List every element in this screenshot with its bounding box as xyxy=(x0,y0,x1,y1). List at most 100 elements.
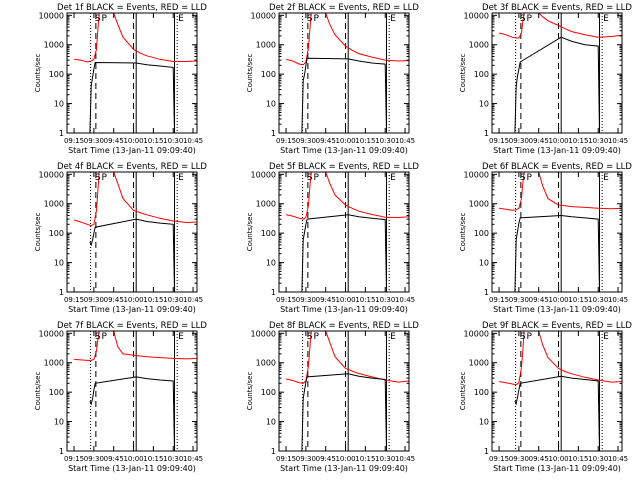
y-axis-label: Counts/sec xyxy=(246,372,254,411)
x-tick-label: 10:30 xyxy=(375,455,395,463)
x-tick-label: 10:45 xyxy=(395,455,415,463)
plot-frame xyxy=(66,171,198,293)
series-line-lld xyxy=(74,13,197,63)
x-tick-label: 10:15 xyxy=(143,137,163,145)
x-tick-label: 09:15 xyxy=(489,296,509,304)
x-tick-label: 09:30 xyxy=(509,296,529,304)
panel-title: Det 5f BLACK = Events, RED = LLD xyxy=(269,162,419,172)
x-tick-label: 09:15 xyxy=(276,137,296,145)
series-line-events xyxy=(514,36,600,133)
event-marker-label: E xyxy=(603,173,609,183)
x-axis-label: Start Time (13-Jan-11 09:09:40) xyxy=(280,464,408,473)
x-tick-label: 09:15 xyxy=(489,455,509,463)
x-axis-label: Start Time (13-Jan-11 09:09:40) xyxy=(280,146,408,155)
detector-panel: 1 10 100 1000 10000 09:15 09:30 09:45 10:00 10:15… xyxy=(459,321,632,473)
x-tick-label: 09:30 xyxy=(84,455,104,463)
x-tick-label: 10:00 xyxy=(123,296,143,304)
x-tick-label: 10:30 xyxy=(375,296,395,304)
event-marker-label: S xyxy=(95,332,101,342)
y-axis-label: Counts/sec xyxy=(34,372,42,411)
x-tick-label: 09:45 xyxy=(529,137,549,145)
x-tick-label: 09:45 xyxy=(316,137,336,145)
x-tick-label: 10:30 xyxy=(163,455,183,463)
event-marker-label: S xyxy=(95,14,101,24)
y-tick-label: 100 xyxy=(261,229,276,238)
x-tick-label: 09:30 xyxy=(84,137,104,145)
panel-title: Det 1f BLACK = Events, RED = LLD xyxy=(57,3,207,13)
event-marker-label: E xyxy=(390,173,396,183)
event-marker-label: P xyxy=(526,332,532,342)
event-marker-label: S xyxy=(307,332,313,342)
x-tick-label: 10:45 xyxy=(395,137,415,145)
x-axis-label: Start Time (13-Jan-11 09:09:40) xyxy=(68,464,196,473)
x-tick-label: 10:15 xyxy=(143,455,163,463)
y-tick-label: 10 xyxy=(54,259,64,268)
x-tick-label: 10:15 xyxy=(355,455,375,463)
event-marker-label: P xyxy=(526,14,532,24)
panel-title: Det 8f BLACK = Events, RED = LLD xyxy=(269,321,419,331)
x-tick-label: 10:45 xyxy=(183,296,203,304)
x-axis-label: Start Time (13-Jan-11 09:09:40) xyxy=(493,464,621,473)
y-axis-label: Counts/sec xyxy=(459,372,467,411)
y-tick-label: 1000 xyxy=(469,200,489,209)
y-tick-label: 1000 xyxy=(469,359,489,368)
x-tick-label: 10:45 xyxy=(608,137,628,145)
x-tick-label: 10:30 xyxy=(588,137,608,145)
y-axis-label: Counts/sec xyxy=(459,213,467,252)
y-tick-label: 100 xyxy=(49,229,64,238)
y-tick-label: 10 xyxy=(54,418,64,427)
event-marker-label: S xyxy=(307,14,313,24)
x-tick-label: 10:30 xyxy=(588,455,608,463)
event-marker-label: S xyxy=(95,173,101,183)
event-marker-label: E xyxy=(178,14,184,24)
x-tick-label: 10:45 xyxy=(395,296,415,304)
series-line-lld xyxy=(286,172,409,220)
x-tick-label: 10:30 xyxy=(588,296,608,304)
y-axis-label: Counts/sec xyxy=(246,54,254,93)
panel-title: Det 3f BLACK = Events, RED = LLD xyxy=(482,3,632,13)
x-tick-label: 09:45 xyxy=(529,455,549,463)
plot-frame xyxy=(491,330,623,452)
series-line-events xyxy=(89,376,175,451)
y-tick-label: 100 xyxy=(474,229,489,238)
event-marker-label: S xyxy=(520,332,526,342)
event-marker-label: E xyxy=(603,332,609,342)
y-tick-label: 1000 xyxy=(44,359,64,368)
x-tick-label: 09:30 xyxy=(509,137,529,145)
event-marker-label: S xyxy=(520,173,526,183)
event-marker-label: P xyxy=(313,332,319,342)
x-tick-label: 10:15 xyxy=(568,455,588,463)
y-tick-label: 1000 xyxy=(44,200,64,209)
y-tick-label: 10 xyxy=(479,100,489,109)
x-tick-label: 09:15 xyxy=(276,455,296,463)
y-tick-label: 10000 xyxy=(464,170,489,179)
y-axis-label: Counts/sec xyxy=(34,54,42,93)
plot-frame xyxy=(278,330,410,452)
x-tick-label: 09:45 xyxy=(104,296,124,304)
series-line-lld xyxy=(285,13,409,66)
y-tick-label: 10 xyxy=(54,100,64,109)
x-tick-label: 09:30 xyxy=(84,296,104,304)
y-tick-label: 1 xyxy=(484,447,489,456)
x-axis-label: Start Time (13-Jan-11 09:09:40) xyxy=(493,146,621,155)
x-tick-label: 09:45 xyxy=(529,296,549,304)
x-tick-label: 09:45 xyxy=(104,455,124,463)
x-tick-label: 10:00 xyxy=(548,137,568,145)
series-line-events xyxy=(89,218,175,292)
y-tick-label: 10000 xyxy=(251,329,276,338)
y-tick-label: 10 xyxy=(266,100,276,109)
x-tick-label: 09:45 xyxy=(316,296,336,304)
y-tick-label: 1000 xyxy=(256,359,276,368)
y-tick-label: 10000 xyxy=(251,170,276,179)
series-line-events xyxy=(301,57,387,133)
x-tick-label: 10:15 xyxy=(355,296,375,304)
x-axis-label: Start Time (13-Jan-11 09:09:40) xyxy=(493,305,621,314)
panel-title: Det 6f BLACK = Events, RED = LLD xyxy=(482,162,632,172)
y-tick-label: 100 xyxy=(474,388,489,397)
x-tick-label: 09:15 xyxy=(64,137,84,145)
x-tick-label: 10:00 xyxy=(548,455,568,463)
event-marker-label: P xyxy=(101,14,107,24)
series-line-events xyxy=(301,373,387,451)
event-marker-label: P xyxy=(101,332,107,342)
event-marker-label: E xyxy=(603,14,609,24)
